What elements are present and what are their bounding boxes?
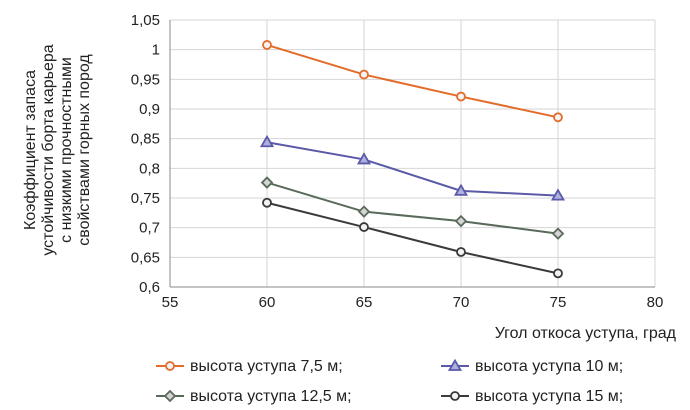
x-axis-title: Угол откоса уступа, град: [495, 325, 677, 342]
y-tick-label: 1,05: [131, 12, 160, 29]
y-tick-label: 0,9: [139, 101, 160, 118]
data-point: [456, 91, 466, 102]
y-tick-label: 0,85: [131, 131, 160, 148]
x-tick-label: 70: [453, 294, 470, 311]
data-point: [359, 69, 369, 80]
data-point: [553, 112, 563, 123]
x-tick-label: 55: [162, 294, 179, 311]
x-tick-label: 80: [647, 294, 664, 311]
data-point: [357, 205, 371, 218]
y-axis-title-line: свойствами горных пород: [76, 54, 93, 246]
data-point: [260, 176, 274, 189]
series-line: [266, 141, 559, 197]
legend-label: высота уступа 15 м;: [475, 388, 623, 405]
y-tick-label: 1: [152, 42, 160, 59]
x-tick-label: 75: [550, 294, 567, 311]
y-axis-title: Коэффициент запасаустойчивости борта кар…: [22, 44, 93, 255]
data-point: [551, 227, 565, 240]
y-tick-label: 0,75: [131, 190, 160, 207]
legend-item: высота уступа 15 м;: [441, 388, 623, 405]
grid: [169, 19, 656, 288]
legend-swatch-marker: [165, 361, 175, 371]
legend-label: высота уступа 12,5 м;: [190, 388, 352, 405]
series-3: [260, 176, 565, 240]
data-point: [259, 134, 275, 148]
legend: высота уступа 7,5 м; высота уступа 10 м; в…: [156, 358, 623, 405]
legend-swatch-marker: [163, 389, 177, 403]
y-tick-label: 0,65: [131, 249, 160, 266]
data-point: [550, 188, 566, 201]
y-tick-label: 0,8: [139, 160, 160, 177]
series-2: [259, 134, 566, 201]
y-axis-title-line: устойчивости борта карьера: [40, 44, 57, 255]
series-line: [266, 181, 559, 235]
y-axis-title-line: с низкими прочностными: [58, 57, 75, 243]
series-line: [266, 43, 559, 119]
legend-item: высота уступа 12,5 м;: [156, 388, 352, 405]
series-line: [266, 201, 559, 275]
data-point: [359, 222, 369, 232]
series-4: [262, 197, 563, 279]
data-point: [262, 197, 272, 208]
y-tick-label: 0,95: [131, 71, 160, 88]
y-axis-title-text: Коэффициент запасаустойчивости борта кар…: [22, 44, 93, 255]
y-tick-label: 0,7: [139, 220, 160, 237]
legend-swatch-marker: [450, 391, 460, 401]
data-point: [456, 247, 466, 257]
series-1: [262, 40, 563, 123]
x-tick-label: 60: [259, 294, 276, 311]
tick-labels: 0,6 0,65 0,7 0,75 0,8 0,85 0,9 0,95 1 1,05 55 60 65 7…: [131, 12, 664, 311]
series-group: [259, 40, 566, 279]
legend-item: высота уступа 10 м;: [441, 358, 623, 375]
y-tick-label: 0,6: [139, 279, 160, 296]
axes: [169, 20, 655, 288]
data-point: [553, 268, 563, 279]
data-point: [356, 152, 372, 165]
data-point: [454, 214, 468, 228]
legend-swatch-marker: [447, 358, 463, 371]
x-tick-label: 65: [356, 294, 373, 311]
data-point: [262, 40, 272, 50]
data-point: [453, 183, 469, 196]
legend-label: высота уступа 10 м;: [475, 358, 623, 375]
y-axis-title-line: Коэффициент запаса: [22, 70, 39, 230]
legend-item: высота уступа 7,5 м;: [156, 358, 343, 375]
legend-label: высота уступа 7,5 м;: [190, 358, 343, 375]
